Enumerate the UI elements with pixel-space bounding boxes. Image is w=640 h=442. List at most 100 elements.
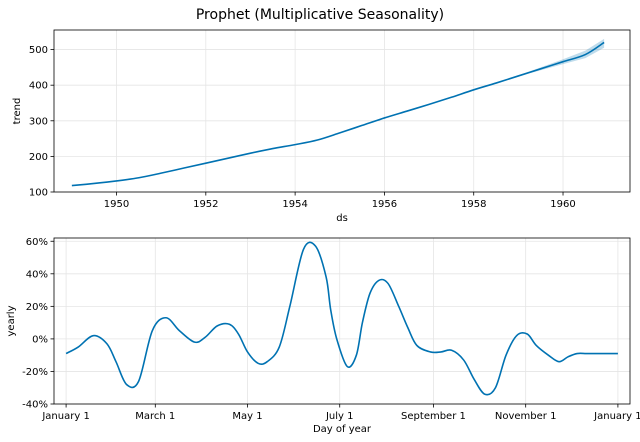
yearly-y-tick-label: 60% [26, 237, 48, 248]
yearly-y-ticks: -40% -20% 0% 20% 40% 60% [22, 237, 54, 411]
yearly-data-point [257, 363, 258, 364]
yearly-data-point [527, 333, 528, 334]
yearly-data-point [115, 361, 116, 362]
yearly-data-point [315, 246, 316, 247]
yearly-data-point [495, 387, 496, 388]
yearly-series-line [65, 241, 618, 396]
trend-data-point [473, 89, 474, 90]
yearly-data-point [558, 361, 559, 362]
yearly-x-tick-label: January 1 [41, 411, 89, 422]
yearly-data-point [65, 353, 66, 354]
yearly-data-point [194, 342, 195, 343]
yearly-data-point [165, 317, 166, 318]
yearly-data-point [567, 356, 568, 357]
yearly-data-point [416, 345, 417, 346]
yearly-x-tick-label: September 1 [401, 411, 466, 422]
yearly-data-point [398, 306, 399, 307]
yearly-data-point [279, 346, 280, 347]
yearly-data-point [267, 361, 268, 362]
figure-title: Prophet (Multiplicative Seasonality) [196, 7, 444, 23]
trend-y-tick-label: 500 [29, 45, 48, 56]
trend-data-point [138, 177, 139, 178]
yearly-data-point [617, 353, 618, 354]
trend-data-point [94, 183, 95, 184]
yearly-data-point [474, 379, 475, 380]
yearly-x-tick-label: November 1 [495, 411, 557, 422]
yearly-data-point [347, 366, 348, 367]
trend-data-point [585, 54, 586, 55]
trend-data-point [295, 144, 296, 145]
yearly-data-point [326, 276, 327, 277]
yearly-data-point [126, 384, 127, 385]
trend-data-point [495, 82, 496, 83]
yearly-data-point [138, 381, 139, 382]
yearly-data-point [217, 325, 218, 326]
trend-data-point [250, 153, 251, 154]
trend-data-point [518, 75, 519, 76]
yearly-data-point [303, 249, 304, 250]
yearly-axes-frame [53, 237, 631, 405]
yearly-data-point [536, 345, 537, 346]
trend-x-tick-label: 1954 [282, 199, 307, 210]
yearly-y-tick-label: 40% [26, 269, 48, 280]
yearly-data-point [586, 353, 587, 354]
yearly-data-point [576, 353, 577, 354]
yearly-data-point [407, 327, 408, 328]
yearly-data-point [516, 335, 517, 336]
trend-y-ticks: 100 200 300 400 500 [29, 45, 54, 199]
yearly-y-tick-label: -20% [22, 367, 48, 378]
yearly-y-axis-label: yearly [6, 305, 17, 336]
yearly-data-point [595, 353, 596, 354]
yearly-data-point [78, 346, 79, 347]
trend-x-tick-label: 1956 [372, 199, 397, 210]
yearly-data-point [106, 343, 107, 344]
yearly-y-tick-label: 0% [32, 334, 48, 345]
yearly-data-point [152, 330, 153, 331]
yearly-data-point [388, 283, 389, 284]
trend-axes-frame [53, 29, 631, 193]
yearly-data-point [484, 394, 485, 395]
yearly-x-axis-label: Day of year [313, 424, 372, 435]
trend-series-line [71, 41, 605, 187]
trend-x-tick-label: 1958 [461, 199, 486, 210]
trend-data-point [183, 168, 184, 169]
trend-x-tick-label: 1952 [193, 199, 218, 210]
yearly-data-point [369, 293, 370, 294]
yearly-data-point [205, 337, 206, 338]
trend-data-point [339, 132, 340, 133]
yearly-data-point [362, 322, 363, 323]
trend-data-point [116, 180, 117, 181]
trend-data-point [428, 104, 429, 105]
trend-y-tick-label: 100 [29, 188, 48, 199]
yearly-data-point [505, 355, 506, 356]
trend-data-point [205, 163, 206, 164]
yearly-y-tick-label: 20% [26, 302, 48, 313]
yearly-data-point [430, 351, 431, 352]
trend-x-tick-label: 1950 [104, 199, 129, 210]
yearly-data-point [378, 280, 379, 281]
yearly-data-point [289, 306, 290, 307]
yearly-data-point [179, 330, 180, 331]
yearly-data-point [336, 338, 337, 339]
yearly-data-point [356, 355, 357, 356]
trend-y-tick-label: 300 [29, 116, 48, 127]
trend-data-point [361, 125, 362, 126]
trend-y-tick-label: 200 [29, 152, 48, 163]
trend-x-ticks: 1950 1952 1954 1956 1958 1960 [104, 192, 576, 210]
trend-panel: 1950 1952 1954 1956 1958 1960 100 200 300 400 500… [12, 29, 631, 224]
trend-x-axis-label: ds [336, 213, 348, 224]
yearly-data-point [605, 353, 606, 354]
trend-data-point [71, 185, 72, 186]
trend-data-point [384, 117, 385, 118]
trend-data-point [228, 158, 229, 159]
trend-series [71, 41, 605, 187]
yearly-x-tick-label: May 1 [232, 411, 262, 422]
yearly-data-point [463, 359, 464, 360]
yearly-data-point [330, 309, 331, 310]
yearly-x-tick-label: March 1 [135, 411, 175, 422]
trend-data-point [272, 148, 273, 149]
yearly-data-point [247, 351, 248, 352]
yearly-data-point [229, 324, 230, 325]
